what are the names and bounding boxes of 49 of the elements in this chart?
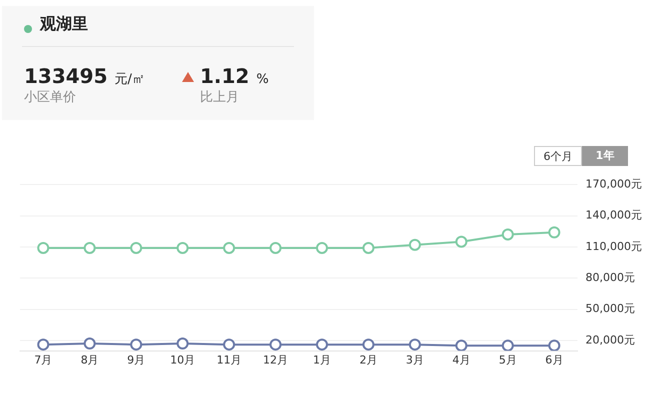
- y-tick-label: 50,000元: [586, 302, 636, 316]
- x-tick-label: 3月: [406, 353, 424, 366]
- x-tick-label: 7月: [34, 353, 52, 366]
- x-tick-label: 8月: [80, 353, 99, 366]
- x-tick-label: 1月: [312, 353, 331, 366]
- text: 6个月: [534, 146, 582, 166]
- x-tick-label: 6月: [545, 353, 564, 366]
- point: [130, 242, 142, 254]
- point: [502, 228, 514, 240]
- point: [548, 340, 560, 351]
- point: [223, 338, 236, 351]
- point: [455, 340, 468, 351]
- x-tick-label: 2月: [359, 353, 378, 366]
- y-tick-label: 80,000元: [586, 270, 636, 284]
- point: [316, 242, 328, 254]
- point: [362, 242, 374, 254]
- point: [455, 236, 468, 248]
- y-tick-label: 110,000元: [586, 240, 642, 253]
- x-tick-label: 4月: [452, 353, 470, 366]
- x-tick-label: 9月: [127, 353, 146, 366]
- point: [270, 338, 282, 351]
- y-tick-label: 20,000元: [586, 333, 636, 346]
- point: [362, 338, 374, 351]
- point: [316, 338, 328, 351]
- text: 1.12 %: [200, 64, 269, 88]
- point: [270, 242, 282, 254]
- x-tick-label: 11月: [216, 353, 242, 366]
- point: [84, 338, 96, 350]
- text: 1年: [582, 146, 628, 166]
- x-tick-label: 5月: [498, 353, 517, 366]
- point: [37, 338, 50, 351]
- point: [223, 242, 236, 254]
- text: 133495 元/㎡: [24, 64, 145, 88]
- point: [176, 338, 189, 350]
- point: [408, 238, 421, 251]
- point: [37, 242, 50, 254]
- chart-title: 观湖里: [40, 14, 88, 35]
- point: [176, 242, 189, 254]
- point: [548, 226, 560, 238]
- text: 小区单价: [24, 89, 76, 106]
- text: 比上月: [200, 89, 239, 106]
- x-tick-label: 12月: [263, 353, 288, 366]
- y-tick-label: 140,000元: [586, 208, 642, 222]
- y-tick-label: 170,000元: [586, 177, 642, 190]
- point: [408, 338, 421, 351]
- point: [130, 338, 142, 351]
- x-tick-label: 10月: [170, 353, 196, 366]
- point: [84, 242, 96, 254]
- point: [502, 340, 514, 351]
